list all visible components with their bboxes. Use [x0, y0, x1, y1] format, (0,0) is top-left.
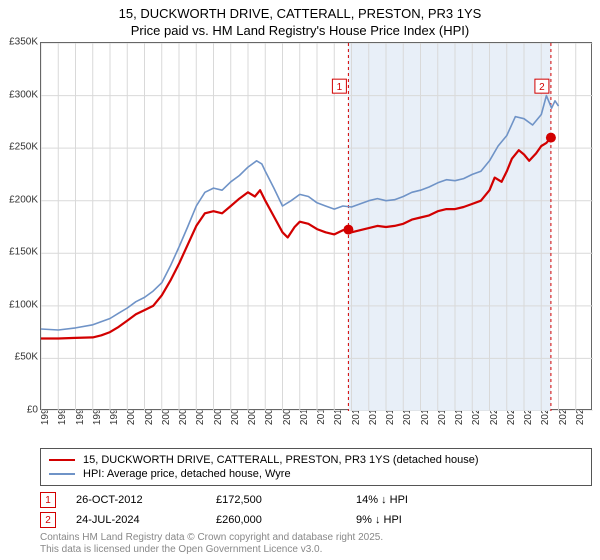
legend: 15, DUCKWORTH DRIVE, CATTERALL, PRESTON,…: [40, 448, 592, 486]
legend-label: HPI: Average price, detached house, Wyre: [83, 468, 291, 480]
y-tick-label: £150K: [9, 247, 38, 258]
svg-text:2: 2: [539, 82, 545, 93]
license-line-1: Contains HM Land Registry data © Crown c…: [40, 532, 383, 544]
legend-label: 15, DUCKWORTH DRIVE, CATTERALL, PRESTON,…: [83, 454, 479, 466]
sale-marker-row: 1 26-OCT-2012 £172,500 14% ↓ HPI: [40, 490, 592, 510]
y-tick-label: £50K: [15, 352, 38, 363]
y-tick-label: £100K: [9, 299, 38, 310]
y-tick-label: £200K: [9, 194, 38, 205]
svg-text:1: 1: [337, 82, 343, 93]
marker-delta: 14% ↓ HPI: [356, 494, 408, 506]
y-tick-label: £300K: [9, 89, 38, 100]
marker-badge: 1: [40, 492, 56, 508]
marker-date: 26-OCT-2012: [76, 494, 196, 506]
legend-item: HPI: Average price, detached house, Wyre: [49, 467, 583, 481]
legend-item: 15, DUCKWORTH DRIVE, CATTERALL, PRESTON,…: [49, 453, 583, 467]
y-tick-label: £0: [27, 405, 38, 416]
legend-swatch: [49, 473, 75, 475]
marker-delta: 9% ↓ HPI: [356, 514, 402, 526]
title-line-1: 15, DUCKWORTH DRIVE, CATTERALL, PRESTON,…: [0, 6, 600, 23]
license-text: Contains HM Land Registry data © Crown c…: [40, 532, 383, 556]
title-line-2: Price paid vs. HM Land Registry's House …: [0, 23, 600, 40]
chart-svg: 12: [41, 43, 593, 411]
chart-container: 15, DUCKWORTH DRIVE, CATTERALL, PRESTON,…: [0, 0, 600, 560]
y-tick-label: £350K: [9, 37, 38, 48]
marker-date: 24-JUL-2024: [76, 514, 196, 526]
license-line-2: This data is licensed under the Open Gov…: [40, 544, 383, 556]
legend-swatch: [49, 459, 75, 461]
sale-markers-table: 1 26-OCT-2012 £172,500 14% ↓ HPI 2 24-JUL-202…: [40, 490, 592, 530]
y-tick-label: £250K: [9, 142, 38, 153]
sale-marker-row: 2 24-JUL-2024 £260,000 9% ↓ HPI: [40, 510, 592, 530]
marker-price: £172,500: [216, 494, 336, 506]
plot-area: 12: [40, 42, 592, 410]
chart-title: 15, DUCKWORTH DRIVE, CATTERALL, PRESTON,…: [0, 0, 600, 40]
marker-badge: 2: [40, 512, 56, 528]
marker-price: £260,000: [216, 514, 336, 526]
